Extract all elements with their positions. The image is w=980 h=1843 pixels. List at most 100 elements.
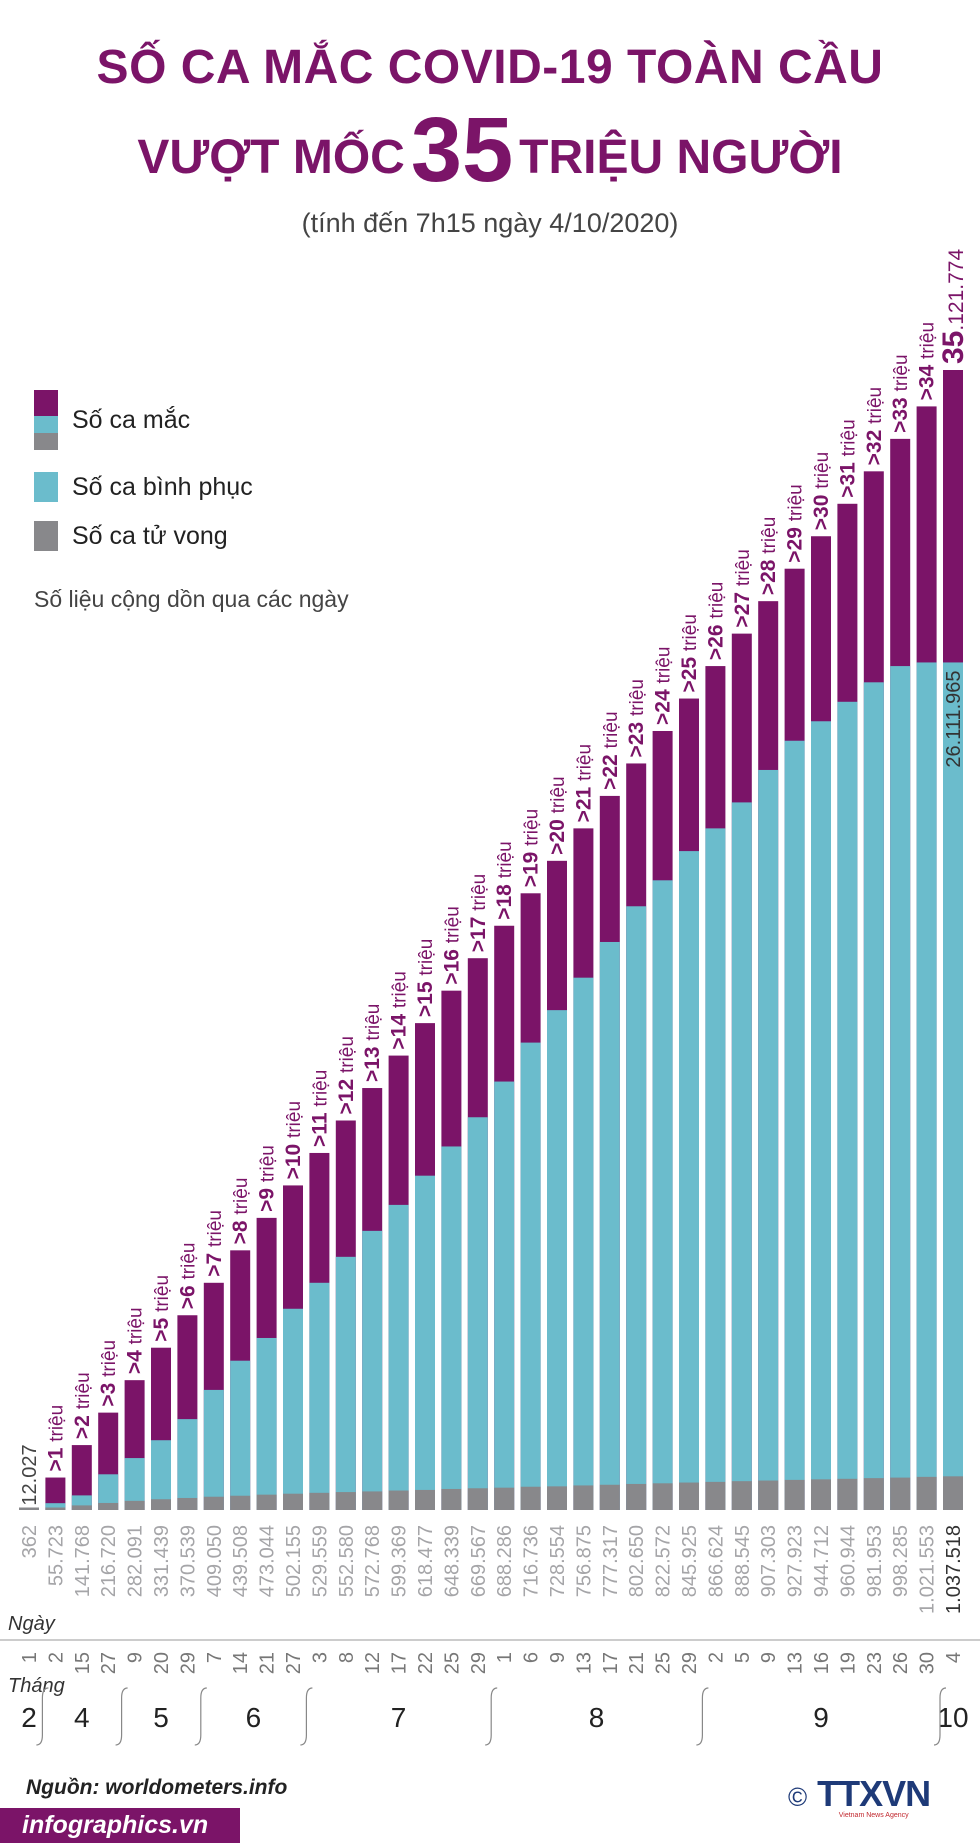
source-text: Nguồn: worldometers.info [26, 1776, 288, 1799]
total-cases-label: 35.121.774 [937, 249, 970, 364]
title-line-1: SỐ CA MẮC COVID-19 TOÀN CẦU [96, 41, 884, 94]
month-separator [933, 1687, 947, 1746]
bar-deaths [811, 1479, 831, 1510]
milestone-label: >7 triệu [203, 1210, 226, 1277]
day-label: 22 [415, 1652, 437, 1674]
milestone-label: >10 triệu [282, 1101, 305, 1179]
bar-deaths [731, 1481, 752, 1510]
bar-recovered [151, 1440, 171, 1510]
day-label: 9 [125, 1652, 147, 1663]
bar-deaths [520, 1486, 541, 1510]
day-label: 23 [864, 1652, 886, 1674]
bar-deaths [758, 1480, 779, 1510]
first-bar-label: 12.027 [19, 1444, 41, 1505]
day-label: 2 [705, 1652, 727, 1663]
bar-deaths [177, 1497, 198, 1510]
bar-recovered [758, 769, 779, 1510]
deaths-label: 552.580 [336, 1525, 358, 1597]
bar-cases [45, 1477, 66, 1510]
bar-recovered [626, 906, 647, 1510]
milestone-label: >16 triệu [440, 906, 463, 984]
bar-recovered [124, 1458, 145, 1510]
deaths-label: 960.944 [837, 1525, 859, 1597]
milestone-label: >19 triệu [520, 809, 543, 887]
bar-recovered [335, 1256, 356, 1510]
bar-recovered [283, 1308, 303, 1510]
month-label: 2 [21, 1702, 37, 1733]
ttxvn-logo: © TTXVN Vietnam News Agency [788, 1773, 931, 1820]
deaths-label: 981.953 [864, 1525, 886, 1597]
bar-deaths [335, 1492, 356, 1510]
deaths-label: 822.572 [653, 1525, 675, 1597]
bar-recovered [494, 1081, 515, 1510]
bar-deaths [415, 1489, 435, 1510]
milestone-label: >4 triệu [124, 1307, 147, 1374]
bar-recovered [362, 1230, 383, 1510]
month-label: 5 [153, 1702, 169, 1733]
month-label: 7 [391, 1702, 407, 1733]
milestone-label: >17 triệu [467, 874, 490, 952]
site-banner[interactable]: infographics.vn [0, 1808, 240, 1843]
milestone-label: >14 triệu [388, 971, 411, 1049]
deaths-label: 648.339 [441, 1525, 463, 1597]
milestone-label: >9 triệu [256, 1145, 279, 1212]
bar-recovered [520, 1042, 541, 1510]
bar-recovered [652, 880, 673, 1510]
milestone-label: >13 triệu [361, 1004, 384, 1082]
subtitle: (tính đến 7h15 ngày 4/10/2020) [301, 208, 679, 238]
day-label: 7 [204, 1652, 226, 1663]
deaths-label: 716.736 [521, 1525, 543, 1597]
legend-cases-swatch [34, 390, 58, 450]
month-label: 10 [937, 1702, 968, 1733]
day-label: 25 [441, 1652, 463, 1674]
deaths-label: 1.021.553 [917, 1525, 939, 1614]
logo-text: TTXVN [817, 1773, 931, 1814]
deaths-label: 473.044 [257, 1525, 279, 1597]
day-label: 13 [785, 1652, 807, 1674]
day-label: 8 [336, 1652, 358, 1663]
milestone-label: >22 triệu [599, 711, 622, 789]
month-label: 8 [589, 1702, 605, 1733]
deaths-label: 141.768 [72, 1525, 94, 1597]
bar-recovered [45, 1503, 66, 1510]
month-separator [194, 1687, 207, 1746]
bar-recovered [230, 1360, 251, 1510]
bar-deaths [916, 1476, 937, 1510]
bar-deaths [256, 1494, 277, 1510]
day-label: 2 [45, 1652, 67, 1663]
day-label: 30 [917, 1652, 939, 1674]
milestone-label: >26 triệu [704, 582, 727, 660]
day-label: 14 [230, 1652, 252, 1674]
deaths-label: 572.768 [362, 1525, 384, 1597]
month-separator [300, 1687, 313, 1746]
bar-recovered [547, 1010, 567, 1510]
deaths-label: 362 [19, 1525, 41, 1558]
milestone-label: >12 triệu [335, 1036, 358, 1114]
bar-recovered [415, 1175, 435, 1510]
deaths-label: 927.923 [785, 1525, 807, 1597]
bar-recovered [679, 851, 699, 1510]
milestone-label: >34 triệu [916, 322, 939, 400]
bar-deaths [124, 1500, 145, 1510]
deaths-label: 907.303 [758, 1525, 780, 1597]
deaths-label: 439.508 [230, 1525, 252, 1597]
cumulative-note: Số liệu cộng dồn qua các ngày [34, 586, 349, 612]
month-separator [485, 1687, 498, 1746]
day-label: 12 [362, 1652, 384, 1674]
bar-recovered [256, 1337, 277, 1510]
milestone-label: >15 triệu [414, 939, 437, 1017]
deaths-label: 282.091 [125, 1525, 147, 1597]
milestone-label: >18 triệu [493, 841, 516, 919]
day-label: 21 [626, 1652, 648, 1674]
day-label: 6 [521, 1652, 543, 1663]
day-label: 19 [837, 1652, 859, 1674]
deaths-label: 669.567 [468, 1525, 490, 1597]
day-label: 15 [72, 1652, 94, 1674]
bar-recovered [599, 941, 620, 1510]
bar-recovered [467, 1117, 488, 1510]
bar-deaths [71, 1505, 92, 1510]
deaths-label: 216.720 [98, 1525, 120, 1597]
month-separator [696, 1687, 709, 1746]
bar-deaths [494, 1487, 515, 1510]
month-separator [115, 1687, 128, 1746]
